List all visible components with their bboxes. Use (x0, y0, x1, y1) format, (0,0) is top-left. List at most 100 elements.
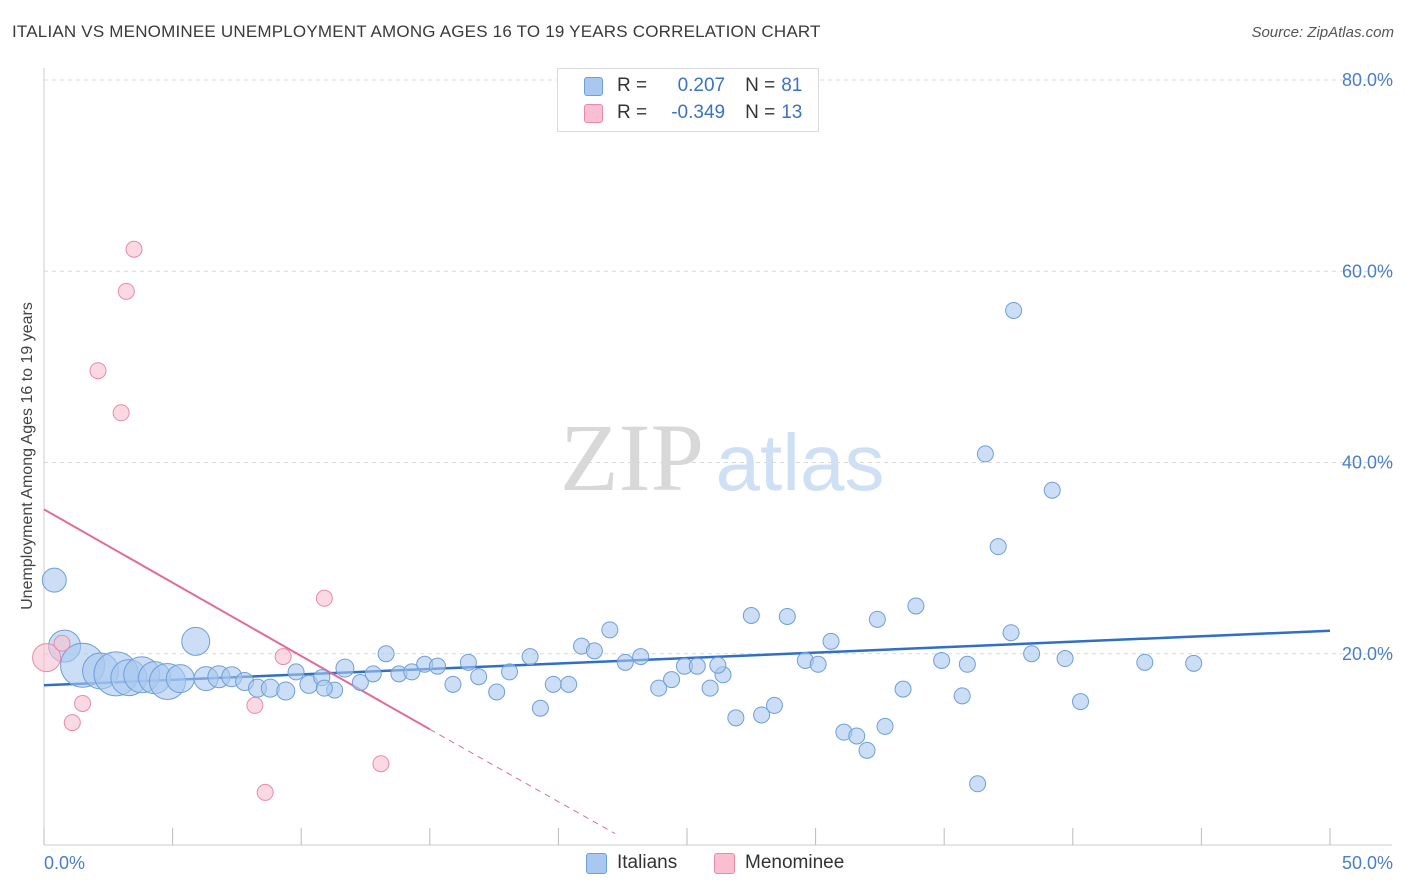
italians-legend-swatch (586, 852, 607, 874)
point-italians (1043, 481, 1061, 499)
menominee-swatch (584, 103, 603, 123)
italians-r-label: R = (617, 75, 648, 96)
point-italians (501, 663, 519, 681)
point-italians (809, 655, 827, 673)
point-italians (858, 741, 876, 759)
point-italians (616, 653, 634, 671)
y-tick-label: 80.0% (1342, 70, 1393, 90)
point-italians (444, 675, 462, 693)
italians-n-value: 81 (781, 75, 803, 96)
y-tick-label: 40.0% (1342, 453, 1393, 473)
point-italians (1023, 645, 1041, 663)
point-italians (701, 679, 719, 697)
source-note: Source: ZipAtlas.com (1251, 24, 1394, 41)
point-italians (894, 680, 912, 698)
point-menominee (53, 634, 71, 652)
point-italians (848, 727, 866, 745)
point-italians (488, 683, 506, 701)
trend-lines (43, 508, 1331, 834)
point-italians (663, 671, 681, 689)
grid-lines (44, 79, 1392, 655)
data-points (32, 240, 1203, 801)
point-italians (778, 607, 796, 625)
trend-line-italians (43, 629, 1331, 687)
point-menominee (112, 404, 130, 422)
tick-labels: 20.0% 40.0% 60.0% 80.0% 0.0% 50.0% (44, 70, 1393, 873)
point-italians (1056, 650, 1074, 668)
point-italians (868, 610, 886, 628)
point-italians (1136, 653, 1154, 671)
point-menominee (125, 240, 143, 258)
point-italians (560, 675, 578, 693)
watermark: ZIP atlas (560, 404, 884, 511)
legend-item-italians[interactable]: Italians (586, 852, 677, 874)
point-italians (351, 673, 369, 691)
point-italians (709, 656, 727, 674)
point-menominee (274, 648, 292, 666)
point-italians (377, 645, 395, 663)
point-menominee (63, 714, 81, 732)
point-italians (403, 663, 421, 681)
point-italians (165, 664, 195, 694)
x-tick-label: 0.0% (44, 853, 85, 873)
menominee-r-label: R = (617, 102, 648, 123)
point-italians (742, 607, 760, 624)
point-italians (1005, 301, 1023, 319)
point-italians (765, 696, 783, 714)
point-italians (364, 665, 382, 683)
point-italians (585, 642, 603, 660)
point-menominee (372, 755, 390, 773)
menominee-legend-swatch (714, 852, 735, 874)
point-menominee (32, 643, 62, 673)
point-italians (544, 675, 562, 693)
menominee-n-value: 13 (781, 102, 803, 123)
point-menominee (74, 694, 92, 712)
point-italians (958, 655, 976, 673)
point-menominee (315, 589, 333, 607)
point-italians (753, 706, 771, 724)
point-italians (632, 648, 650, 666)
x-tick-label: 50.0% (1342, 853, 1393, 873)
italians-swatch (584, 76, 603, 96)
point-italians (41, 567, 67, 593)
point-menominee (89, 362, 107, 380)
point-italians (1072, 693, 1090, 711)
watermark-atlas: atlas (716, 418, 885, 507)
point-menominee (117, 282, 135, 300)
point-italians (727, 709, 745, 727)
point-italians (429, 657, 447, 675)
italians-legend-label: Italians (617, 852, 678, 873)
point-italians (459, 653, 477, 671)
point-italians (287, 663, 305, 681)
menominee-r-value: -0.349 (671, 102, 726, 123)
point-italians (876, 717, 894, 735)
y-tick-label: 20.0% (1342, 644, 1393, 664)
trend-line-menominee (43, 508, 431, 731)
axes (43, 68, 1392, 846)
italians-n-label: N = (745, 75, 776, 96)
point-italians (933, 651, 951, 669)
y-tick-label: 60.0% (1342, 261, 1393, 281)
legend-row-italians: R = 0.207 N = 81 (584, 74, 802, 98)
point-italians (822, 632, 840, 650)
trend-line-menominee-extrapolated (429, 728, 616, 834)
point-italians (315, 679, 333, 697)
legend-row-menominee: R = -0.349 N = 13 (584, 101, 802, 125)
point-italians (907, 597, 925, 615)
point-italians (650, 679, 668, 697)
point-italians (688, 657, 706, 675)
menominee-n-label: N = (745, 102, 776, 123)
point-italians (260, 678, 280, 698)
point-italians (969, 775, 987, 793)
point-italians (953, 687, 971, 705)
point-italians (989, 538, 1007, 556)
menominee-legend-label: Menominee (745, 852, 845, 873)
point-italians (1185, 654, 1203, 672)
point-italians (976, 445, 994, 463)
point-italians (181, 626, 211, 656)
correlation-legend: R = 0.207 N = 81 R = -0.349 N = 13 (557, 68, 819, 132)
point-menominee (256, 783, 274, 801)
point-italians (470, 668, 488, 686)
legend-item-menominee[interactable]: Menominee (714, 852, 844, 874)
